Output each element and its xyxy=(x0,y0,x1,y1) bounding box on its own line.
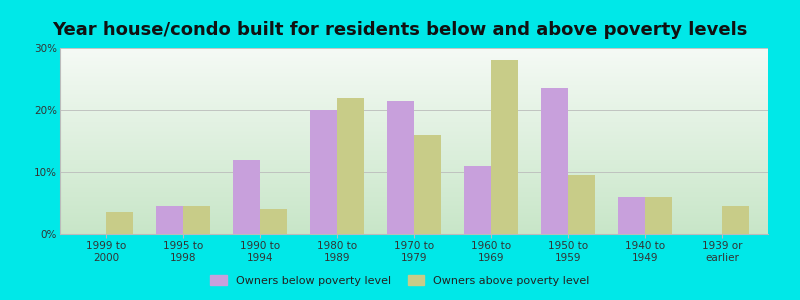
Bar xyxy=(491,60,518,234)
Legend: Owners below poverty level, Owners above poverty level: Owners below poverty level, Owners above… xyxy=(205,270,595,291)
Bar xyxy=(464,166,491,234)
Bar xyxy=(106,212,133,234)
Bar xyxy=(414,135,441,234)
Bar xyxy=(337,98,364,234)
Bar xyxy=(233,160,260,234)
Bar xyxy=(541,88,568,234)
Bar xyxy=(156,206,183,234)
Bar xyxy=(387,101,414,234)
Bar xyxy=(183,206,210,234)
Bar xyxy=(310,110,337,234)
Text: Year house/condo built for residents below and above poverty levels: Year house/condo built for residents bel… xyxy=(52,21,748,39)
Bar xyxy=(645,197,672,234)
Bar xyxy=(568,175,595,234)
Bar xyxy=(260,209,287,234)
Bar xyxy=(618,197,645,234)
Bar xyxy=(722,206,749,234)
